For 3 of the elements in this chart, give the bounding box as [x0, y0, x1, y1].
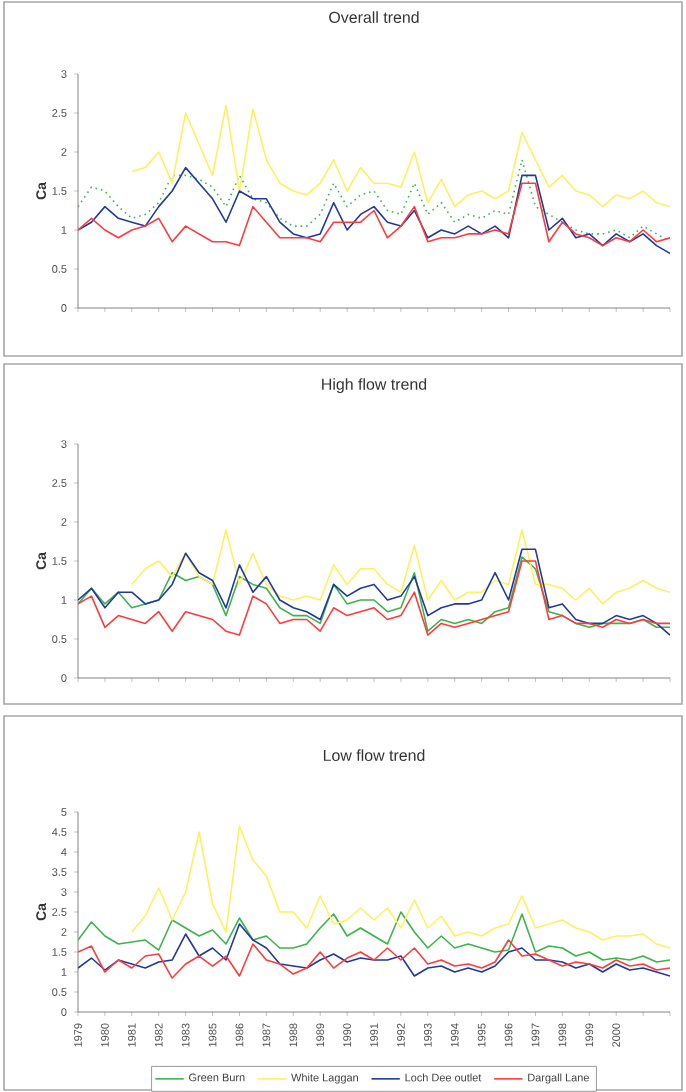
line-series: [131, 529, 671, 605]
line-series: [131, 104, 671, 208]
line-series: [78, 166, 671, 255]
